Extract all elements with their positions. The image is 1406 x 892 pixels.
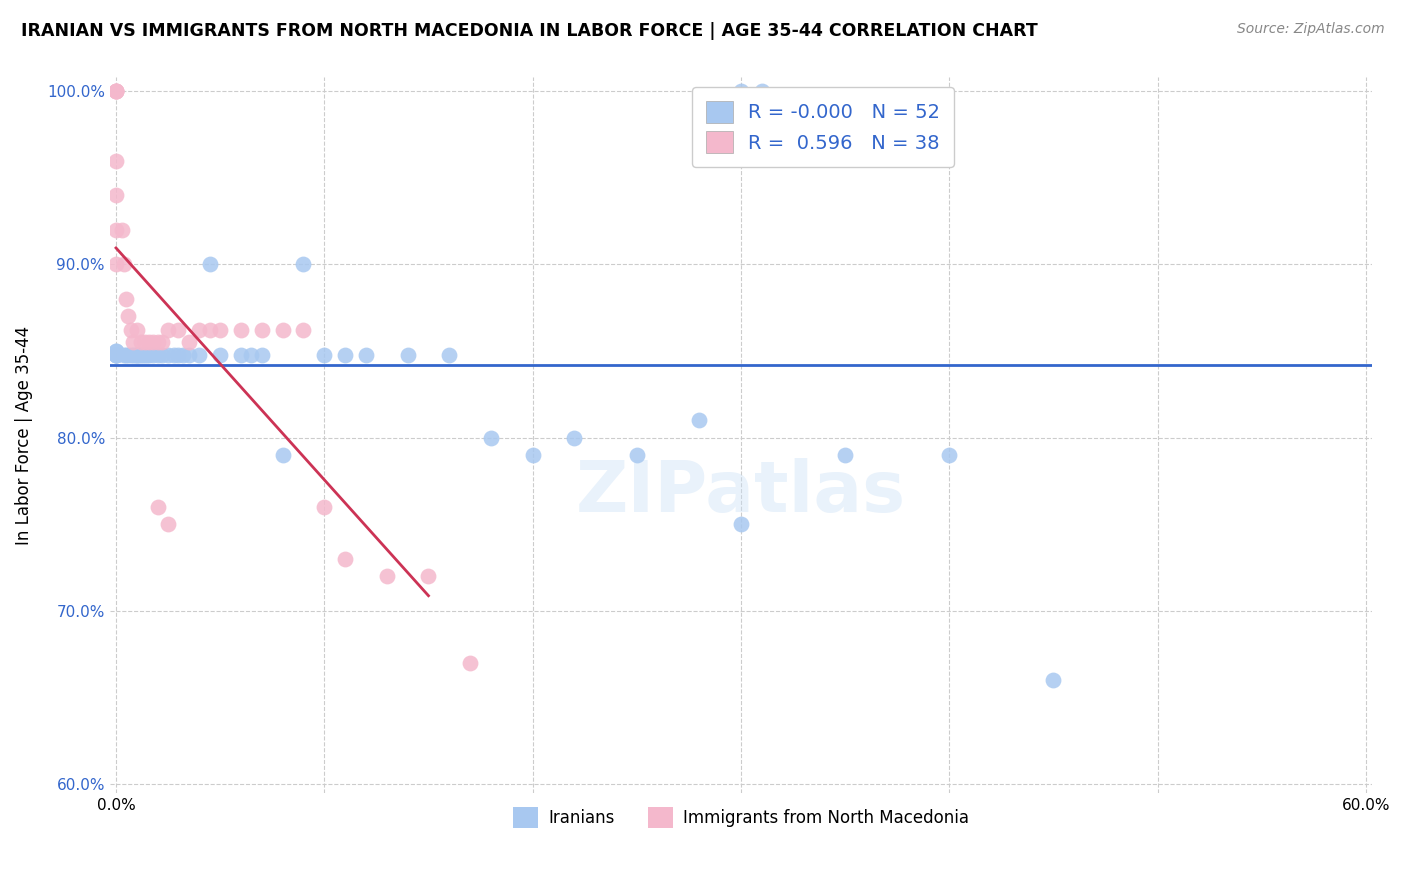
Legend: Iranians, Immigrants from North Macedonia: Iranians, Immigrants from North Macedoni… — [506, 801, 976, 834]
Point — [271, 448, 294, 462]
Text: Source: ZipAtlas.com: Source: ZipAtlas.com — [1237, 22, 1385, 37]
Point — [1042, 673, 1064, 687]
Point — [117, 347, 139, 361]
Point — [112, 347, 135, 361]
Point — [354, 347, 377, 361]
Point — [129, 335, 152, 350]
Point — [105, 344, 128, 359]
Point — [562, 431, 585, 445]
Point — [292, 323, 315, 337]
Y-axis label: In Labor Force | Age 35-44: In Labor Force | Age 35-44 — [15, 326, 32, 545]
Point — [188, 347, 211, 361]
Point — [250, 323, 273, 337]
Point — [167, 347, 190, 361]
Point — [522, 448, 544, 462]
Point — [111, 223, 134, 237]
Point — [418, 569, 440, 583]
Point — [333, 552, 356, 566]
Point — [439, 347, 461, 361]
Point — [751, 84, 773, 98]
Point — [177, 347, 200, 361]
Point — [177, 335, 200, 350]
Point — [105, 153, 128, 168]
Point — [105, 84, 128, 98]
Point — [730, 517, 752, 532]
Point — [626, 448, 648, 462]
Point — [209, 323, 232, 337]
Point — [150, 347, 173, 361]
Point — [117, 310, 139, 324]
Point — [146, 335, 169, 350]
Point — [124, 347, 146, 361]
Point — [142, 347, 165, 361]
Point — [136, 347, 159, 361]
Point — [150, 335, 173, 350]
Point — [105, 344, 128, 359]
Point — [105, 347, 128, 361]
Point — [479, 431, 502, 445]
Point — [730, 84, 752, 98]
Point — [250, 347, 273, 361]
Point — [105, 84, 128, 98]
Point — [333, 347, 356, 361]
Point — [138, 347, 160, 361]
Point — [105, 347, 128, 361]
Point — [120, 347, 142, 361]
Point — [138, 335, 160, 350]
Point — [688, 413, 710, 427]
Point — [229, 323, 252, 337]
Point — [105, 84, 128, 98]
Point — [134, 335, 156, 350]
Point — [105, 223, 128, 237]
Point — [167, 323, 190, 337]
Point — [129, 347, 152, 361]
Point — [938, 448, 960, 462]
Text: ZIPatlas: ZIPatlas — [576, 458, 905, 527]
Point — [121, 335, 143, 350]
Point — [314, 347, 336, 361]
Point — [128, 347, 150, 361]
Point — [115, 292, 138, 306]
Point — [146, 347, 169, 361]
Point — [229, 347, 252, 361]
Point — [157, 323, 180, 337]
Point — [112, 257, 135, 271]
Point — [125, 347, 148, 361]
Point — [134, 347, 156, 361]
Point — [146, 500, 169, 514]
Point — [105, 84, 128, 98]
Text: IRANIAN VS IMMIGRANTS FROM NORTH MACEDONIA IN LABOR FORCE | AGE 35-44 CORRELATIO: IRANIAN VS IMMIGRANTS FROM NORTH MACEDON… — [21, 22, 1038, 40]
Point — [314, 500, 336, 514]
Point — [125, 347, 148, 361]
Point — [396, 347, 419, 361]
Point — [834, 448, 856, 462]
Point — [198, 257, 221, 271]
Point — [271, 323, 294, 337]
Point — [157, 517, 180, 532]
Point — [458, 656, 481, 670]
Point — [163, 347, 186, 361]
Point — [240, 347, 263, 361]
Point — [209, 347, 232, 361]
Point — [115, 347, 138, 361]
Point — [132, 347, 155, 361]
Point — [121, 347, 143, 361]
Point — [292, 257, 315, 271]
Point — [375, 569, 398, 583]
Point — [105, 257, 128, 271]
Point — [142, 335, 165, 350]
Point — [105, 347, 128, 361]
Point — [125, 323, 148, 337]
Point — [188, 323, 211, 337]
Point — [120, 323, 142, 337]
Point — [157, 347, 180, 361]
Point — [105, 188, 128, 202]
Point — [105, 347, 128, 361]
Point — [172, 347, 194, 361]
Point — [198, 323, 221, 337]
